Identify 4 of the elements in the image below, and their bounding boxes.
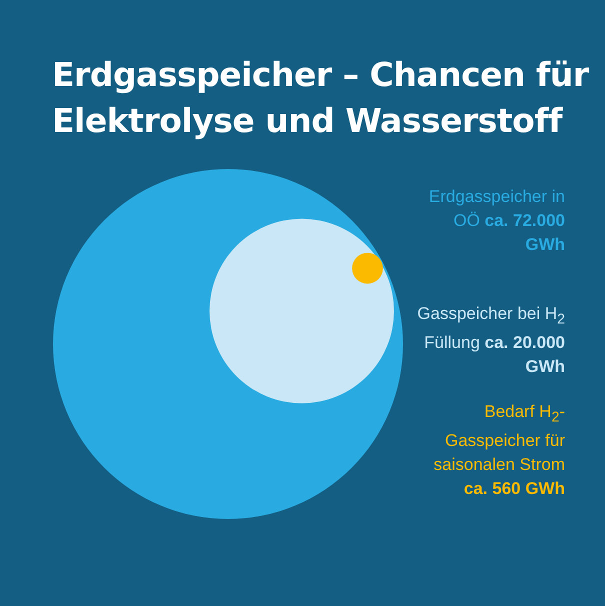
data-label: ca. 20.000 GWh — [484, 333, 565, 376]
data-label: ca. 72.000 GWh — [484, 211, 565, 254]
data-label: ca. 560 GWh — [464, 479, 565, 498]
text: Erdgasspeicher – Chancen für Elektrolyse und Wasserstoff — [52, 54, 590, 142]
